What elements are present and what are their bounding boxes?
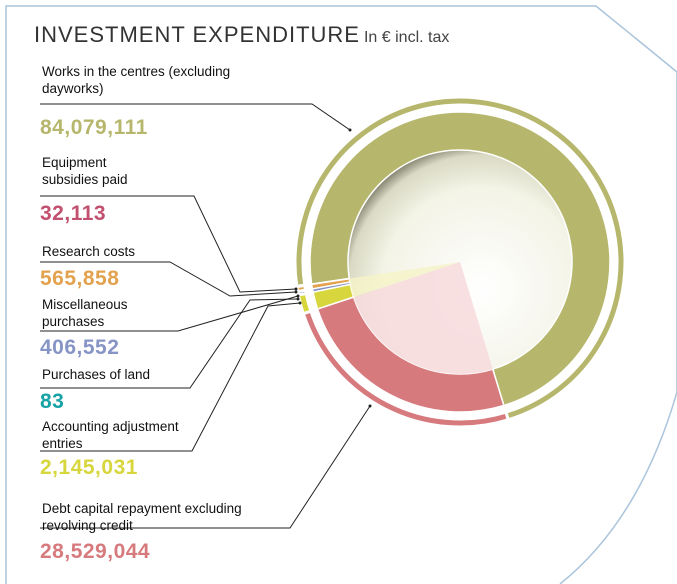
- leader-end: [368, 404, 372, 408]
- value-label: 83: [40, 390, 65, 413]
- leader-end: [296, 294, 300, 298]
- outer-ring-segment: [296, 291, 313, 316]
- leader-end: [294, 287, 298, 291]
- inner-wedge: [350, 262, 460, 298]
- leader-line: [40, 295, 299, 332]
- inner-wedge: [349, 262, 460, 285]
- category-label: Purchases of land: [42, 367, 151, 382]
- leader-end: [348, 128, 352, 132]
- value-label: 28,529,044: [40, 540, 151, 563]
- value-label: 32,113: [40, 202, 107, 225]
- leader-line: [40, 103, 351, 131]
- value-label: 565,858: [40, 267, 120, 290]
- donut-segment: [309, 111, 611, 407]
- value-label: 2,145,031: [40, 456, 138, 479]
- category-label: Debt capital repayment excluding revolvi…: [42, 501, 242, 533]
- outer-ring-segment: [301, 309, 511, 429]
- card-border: [5, 5, 677, 584]
- chart-title: INVESTMENT EXPENDITURE In € incl. tax: [34, 22, 449, 48]
- leader-line: [40, 302, 301, 452]
- value-label: 406,552: [40, 336, 120, 359]
- category-label: Accounting adjustment entries: [42, 419, 179, 451]
- category-label: Works in the centres (excluding dayworks…: [42, 64, 231, 96]
- leader-end: [296, 297, 300, 301]
- leader-end: [298, 301, 302, 305]
- value-label: 84,079,111: [40, 116, 148, 139]
- inner-wedge: [353, 262, 493, 374]
- inner-wedge: [349, 262, 460, 283]
- leader-line: [40, 195, 297, 293]
- leader-line: [40, 298, 299, 389]
- leader-line: [40, 261, 297, 297]
- title-text: INVESTMENT EXPENDITURE: [34, 22, 360, 47]
- chart-subtitle: In € incl. tax: [363, 29, 450, 46]
- category-label: Equipment subsidies paid: [42, 155, 128, 187]
- category-label: Miscellaneous purchases: [42, 297, 128, 329]
- leader-end: [294, 290, 298, 294]
- category-label: Research costs: [42, 244, 136, 259]
- leader-line: [40, 405, 371, 529]
- inner-wedge: [349, 262, 460, 279]
